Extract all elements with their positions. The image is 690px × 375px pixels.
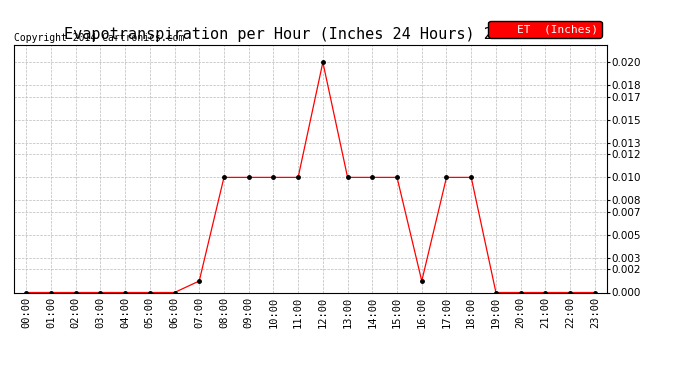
Title: Evapotranspiration per Hour (Inches 24 Hours) 20140716: Evapotranspiration per Hour (Inches 24 H… <box>64 27 557 42</box>
Text: Copyright 2014 Cartronics.com: Copyright 2014 Cartronics.com <box>14 33 184 42</box>
Legend: ET  (Inches): ET (Inches) <box>489 21 602 38</box>
